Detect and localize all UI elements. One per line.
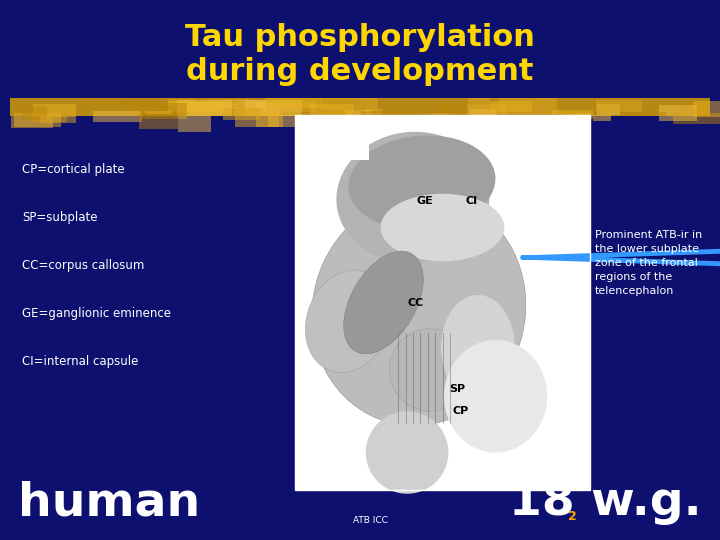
Ellipse shape: [348, 136, 495, 230]
Bar: [295, 115, 590, 490]
Ellipse shape: [343, 251, 423, 354]
Ellipse shape: [312, 194, 526, 426]
Bar: [32, 113, 67, 122]
Bar: [295, 445, 339, 490]
Bar: [447, 107, 466, 123]
Ellipse shape: [390, 329, 472, 411]
Ellipse shape: [366, 411, 449, 494]
Bar: [469, 109, 497, 120]
Text: Prominent ATB-ir in
the lower subplate
zone of the frontal
regions of the
telenc: Prominent ATB-ir in the lower subplate z…: [595, 230, 702, 296]
Bar: [168, 99, 196, 105]
Bar: [266, 98, 322, 107]
Bar: [140, 103, 186, 119]
Text: SP=subplate: SP=subplate: [22, 212, 97, 225]
Text: CP=cortical plate: CP=cortical plate: [22, 164, 125, 177]
Bar: [256, 114, 283, 127]
Bar: [441, 103, 461, 113]
Bar: [593, 114, 611, 121]
Bar: [693, 100, 720, 117]
Bar: [348, 116, 374, 129]
Text: GE=ganglionic eminence: GE=ganglionic eminence: [22, 307, 171, 321]
Text: 18 w.g.: 18 w.g.: [509, 480, 702, 525]
Bar: [428, 114, 472, 131]
Ellipse shape: [381, 194, 505, 261]
FancyBboxPatch shape: [10, 98, 710, 116]
Bar: [552, 110, 593, 119]
Text: CP: CP: [452, 406, 468, 416]
Bar: [595, 100, 642, 112]
Bar: [498, 98, 557, 114]
Bar: [468, 98, 490, 109]
Bar: [22, 107, 47, 120]
Ellipse shape: [305, 270, 391, 373]
Bar: [124, 98, 158, 107]
Text: CI=internal capsule: CI=internal capsule: [22, 355, 138, 368]
Text: Tau phosphorylation: Tau phosphorylation: [185, 24, 535, 52]
Bar: [179, 116, 211, 132]
Bar: [467, 104, 505, 115]
Bar: [246, 100, 302, 116]
Bar: [659, 105, 697, 121]
Bar: [682, 102, 701, 114]
Bar: [220, 100, 266, 110]
Bar: [295, 115, 369, 160]
Bar: [233, 107, 279, 116]
Bar: [222, 108, 261, 120]
Bar: [185, 103, 232, 116]
Bar: [575, 113, 590, 124]
Bar: [139, 114, 178, 129]
Text: 2: 2: [567, 510, 577, 523]
Ellipse shape: [444, 340, 547, 453]
Bar: [256, 103, 296, 108]
Text: CC=corpus callosum: CC=corpus callosum: [22, 260, 145, 273]
Bar: [145, 111, 172, 114]
Bar: [308, 103, 351, 109]
Bar: [310, 104, 354, 117]
Bar: [33, 104, 76, 117]
Text: CI: CI: [466, 196, 478, 206]
Bar: [265, 103, 316, 112]
Bar: [431, 113, 454, 122]
Bar: [490, 100, 532, 112]
Text: SP: SP: [449, 384, 465, 394]
Bar: [295, 115, 590, 490]
Text: human: human: [18, 480, 200, 525]
Text: CC: CC: [408, 298, 424, 307]
Bar: [440, 104, 458, 112]
Bar: [318, 100, 354, 108]
Bar: [321, 98, 378, 110]
Bar: [207, 99, 249, 109]
Bar: [320, 116, 342, 119]
Bar: [598, 104, 620, 115]
Bar: [84, 99, 128, 106]
Text: during development: during development: [186, 57, 534, 86]
Bar: [186, 99, 234, 103]
Bar: [361, 111, 414, 118]
Bar: [168, 101, 227, 112]
Ellipse shape: [441, 295, 515, 400]
Bar: [405, 116, 423, 123]
Bar: [622, 112, 666, 116]
Bar: [365, 109, 382, 121]
Ellipse shape: [336, 132, 490, 263]
Bar: [345, 111, 372, 117]
Bar: [423, 114, 441, 120]
Text: GE: GE: [416, 196, 433, 206]
Bar: [269, 115, 316, 127]
Bar: [673, 113, 720, 124]
Bar: [11, 116, 53, 128]
Bar: [235, 111, 279, 127]
Bar: [14, 113, 60, 126]
Bar: [93, 111, 142, 122]
Bar: [177, 100, 233, 116]
Bar: [40, 116, 76, 123]
Text: ATB ICC: ATB ICC: [353, 516, 387, 525]
